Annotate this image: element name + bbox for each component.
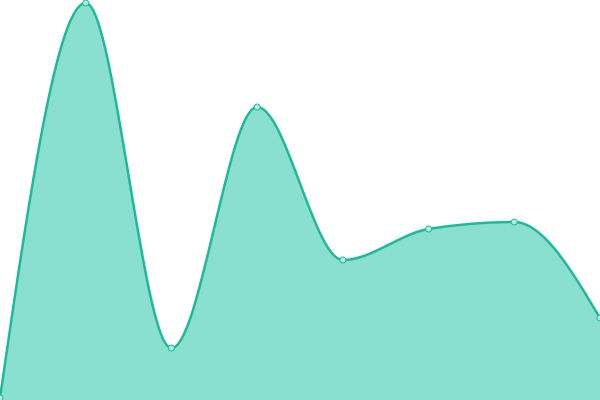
- point-marker: [253, 103, 261, 111]
- point-marker: [339, 256, 347, 264]
- point-marker: [82, 0, 90, 7]
- point-marker: [0, 394, 4, 400]
- area-fill: [0, 3, 600, 400]
- point-marker: [596, 314, 600, 322]
- point-marker: [510, 218, 518, 226]
- point-marker: [167, 344, 175, 352]
- point-marker: [425, 225, 433, 233]
